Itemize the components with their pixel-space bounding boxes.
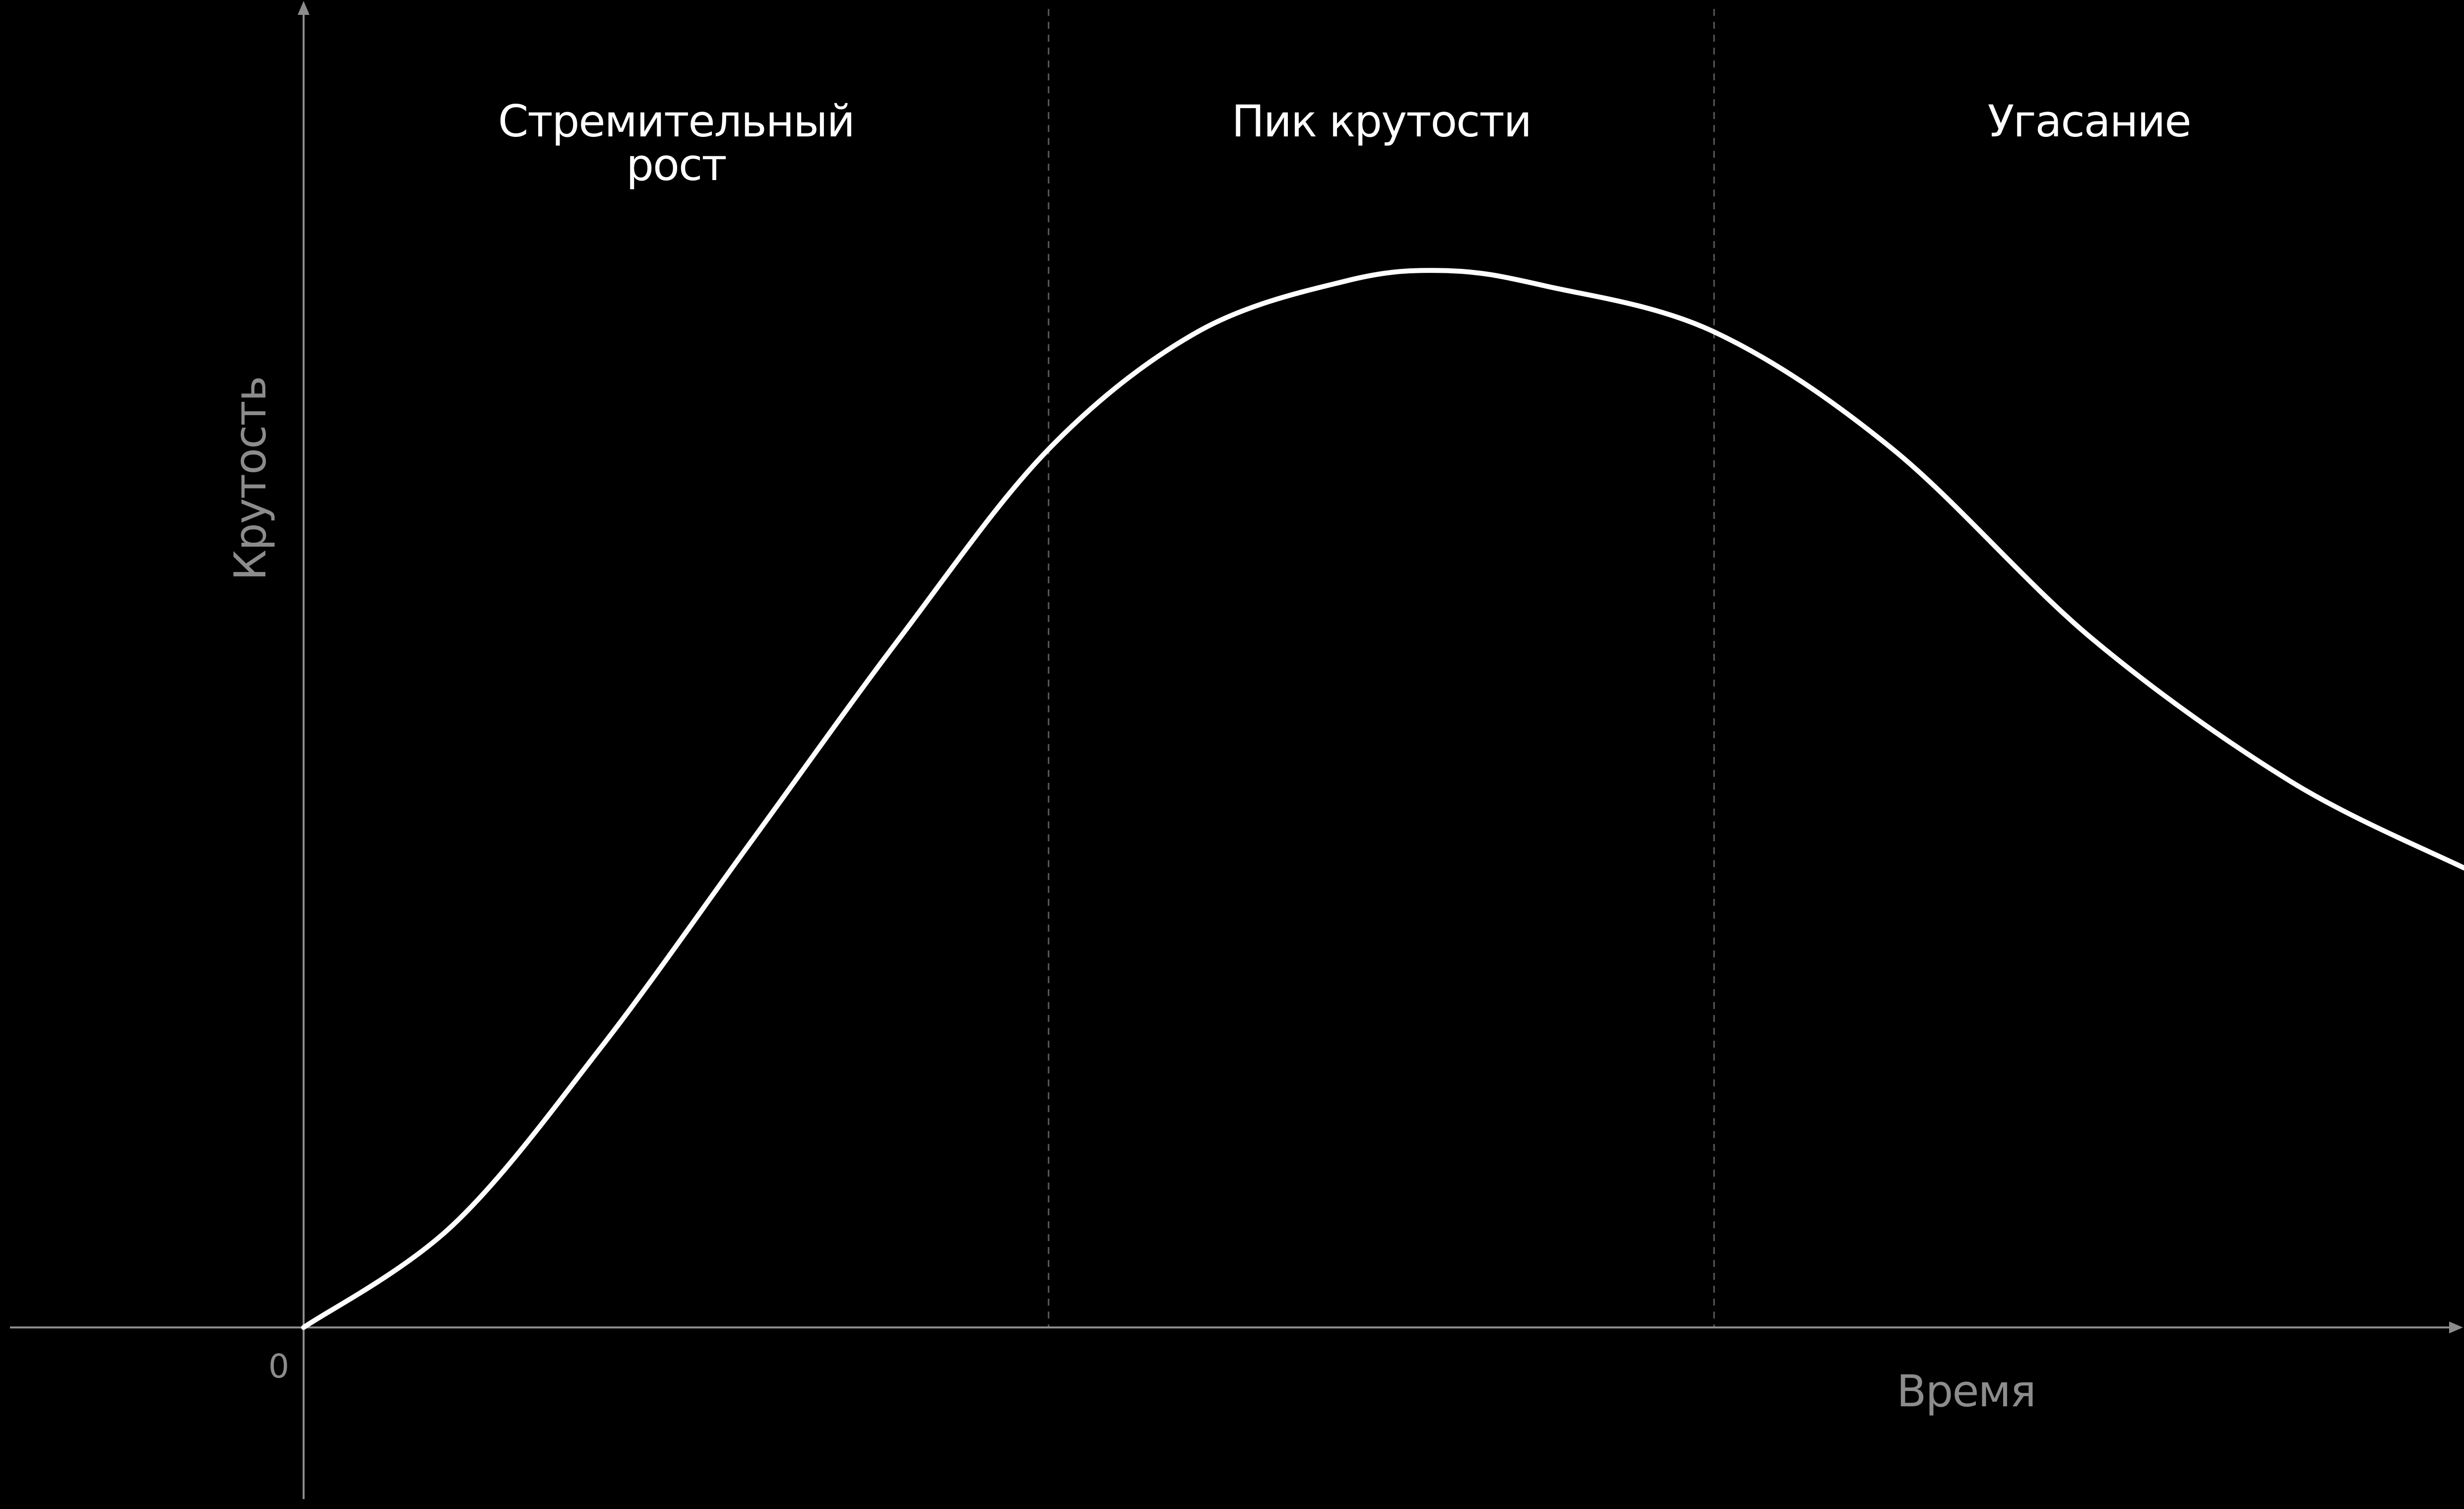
series-line bbox=[301, 268, 2464, 1330]
curve-line bbox=[301, 268, 2464, 1330]
phase-label-1: Стремительный рост bbox=[498, 96, 854, 190]
phase-dividers bbox=[1048, 9, 1715, 1327]
phase-label-2: Пик крутости bbox=[1232, 96, 1531, 147]
x-axis-arrow bbox=[2449, 1321, 2463, 1333]
labels: Стремительный рост Пик крутости Угасание Кру… bbox=[225, 96, 2192, 1417]
phase-label-3: Угасание bbox=[1988, 96, 2191, 147]
y-axis-label: Крутость bbox=[225, 377, 276, 580]
origin-tick-label: 0 bbox=[268, 1347, 289, 1385]
axes bbox=[10, 1, 2463, 1499]
y-axis-arrow bbox=[298, 1, 310, 15]
x-axis-label: Время bbox=[1896, 1366, 2035, 1417]
